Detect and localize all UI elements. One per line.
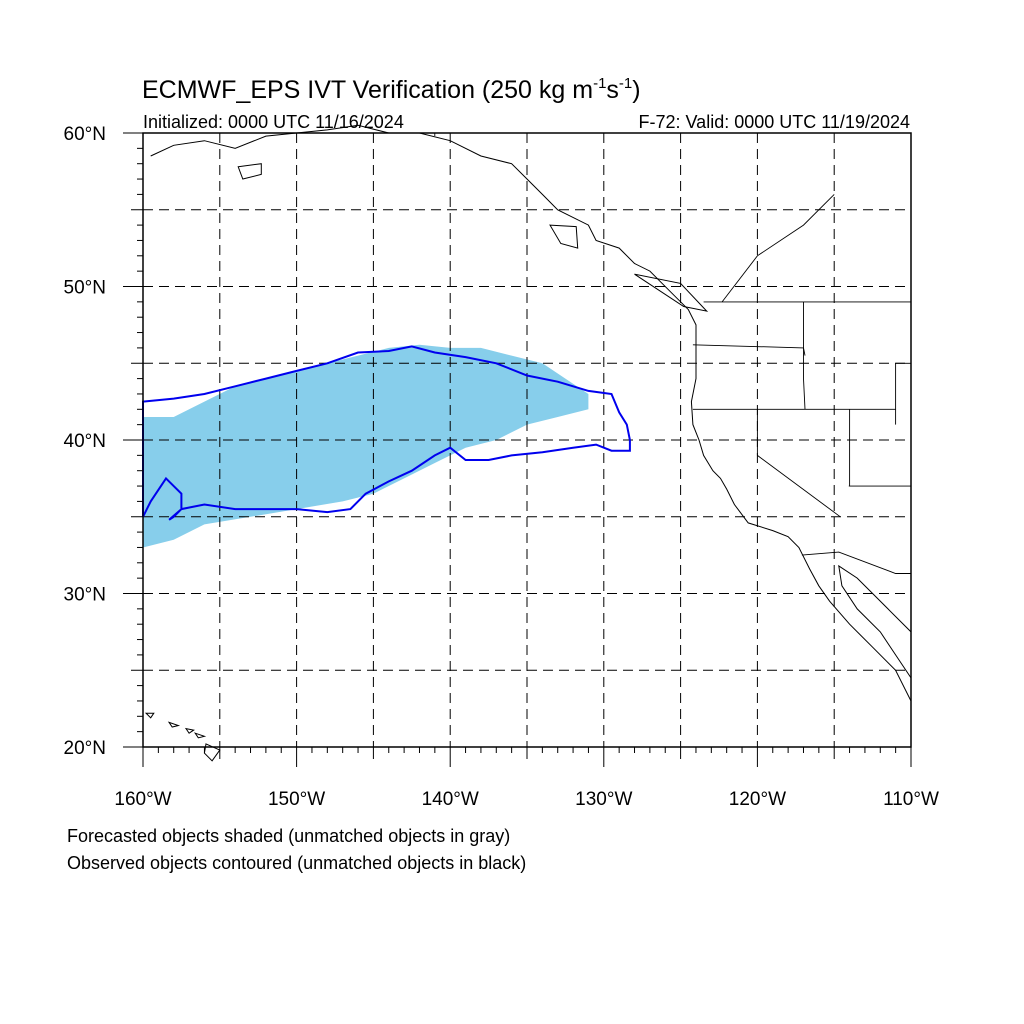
grid-lines — [143, 133, 911, 747]
island-outline — [144, 712, 155, 719]
observed-note: Observed objects contoured (unmatched ob… — [67, 853, 527, 873]
political-border — [756, 409, 841, 518]
axis-ticks — [123, 132, 912, 767]
lon-label: 130°W — [575, 789, 632, 810]
lon-label: 120°W — [729, 789, 786, 810]
island-outline — [167, 721, 181, 728]
map-title: ECMWF_EPS IVT Verification (250 kg m-1s-… — [142, 75, 641, 104]
lat-label: 60°N — [64, 124, 106, 145]
observed-object-contour — [142, 345, 631, 521]
political-border — [803, 301, 806, 410]
observed-object-layer — [142, 345, 631, 521]
lat-label: 50°N — [64, 278, 106, 299]
coastline — [150, 124, 912, 702]
island-outline — [193, 732, 207, 739]
axis-labels: 60°N 50°N 40°N 30°N 20°N 160°W 150°W 140°W 130°W… — [64, 124, 939, 810]
island-outline — [634, 273, 709, 312]
political-border — [721, 194, 835, 303]
island-outline — [184, 727, 195, 734]
forecast-object-layer — [143, 344, 589, 548]
valid-time: F-72: Valid: 0000 UTC 11/19/2024 — [639, 112, 911, 132]
initialized-time: Initialized: 0000 UTC 11/16/2024 — [143, 112, 404, 132]
lon-label: 140°W — [422, 789, 479, 810]
lon-label: 160°W — [114, 789, 171, 810]
island-outline — [237, 163, 262, 180]
map-frame — [142, 132, 912, 748]
lon-label: 110°W — [883, 789, 939, 810]
lat-label: 30°N — [64, 585, 106, 606]
forecast-note: Forecasted objects shaded (unmatched obj… — [67, 826, 511, 846]
gulf-of-california-coast — [838, 564, 912, 679]
lat-label: 40°N — [64, 431, 106, 452]
coastlines-and-borders — [144, 124, 912, 762]
map-plot-area: 60°N 50°N 40°N 30°N 20°N 160°W 150°W 140°W 130°W… — [64, 124, 939, 810]
lon-label: 150°W — [268, 789, 325, 810]
political-border — [801, 551, 911, 574]
political-border — [692, 344, 806, 356]
island-outline — [549, 224, 579, 249]
forecast-object — [143, 344, 589, 548]
lat-label: 20°N — [64, 738, 106, 759]
